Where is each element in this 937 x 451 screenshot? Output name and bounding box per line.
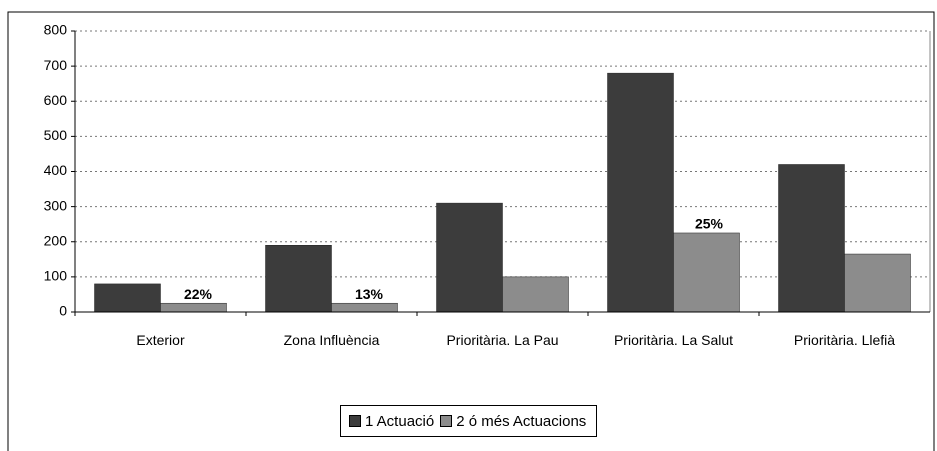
bar — [331, 302, 398, 313]
legend-label: 1 Actuació — [365, 412, 435, 430]
bar — [94, 283, 161, 313]
legend-label: 2 ó més Actuacions — [456, 412, 587, 430]
legend-swatch — [440, 415, 453, 427]
legend: 1 Actuació 2 ó més Actuacions — [340, 405, 598, 437]
y-tick-label: 300 — [44, 197, 68, 213]
bar — [502, 276, 569, 313]
y-tick-label: 800 — [44, 22, 68, 38]
y-tick-label: 600 — [44, 92, 68, 108]
x-tick-label: Prioritària. Llefià — [793, 332, 896, 348]
x-tick-label: Prioritària. La Pau — [446, 332, 559, 348]
legend-swatch — [349, 415, 361, 427]
y-tick-label: 700 — [44, 57, 68, 73]
annotation: 13% — [355, 286, 384, 302]
bar — [607, 72, 674, 313]
x-tick-label: Exterior — [136, 332, 185, 348]
y-tick-label: 500 — [44, 127, 68, 143]
x-tick-label: Prioritària. La Salut — [613, 332, 734, 348]
y-tick-label: 400 — [44, 162, 68, 178]
annotation: 25% — [695, 216, 724, 232]
y-tick-label: 200 — [44, 232, 68, 248]
bar — [844, 253, 911, 313]
chart-border — [7, 11, 935, 451]
annotation: 22% — [184, 286, 213, 302]
x-tick-label: Zona Influència — [283, 332, 380, 348]
y-tick-label: 100 — [44, 268, 68, 284]
bar — [436, 202, 503, 313]
bar — [778, 164, 845, 313]
bar — [673, 232, 740, 313]
bar — [265, 245, 332, 313]
y-tick-label: 0 — [59, 303, 67, 319]
bar — [160, 302, 227, 313]
